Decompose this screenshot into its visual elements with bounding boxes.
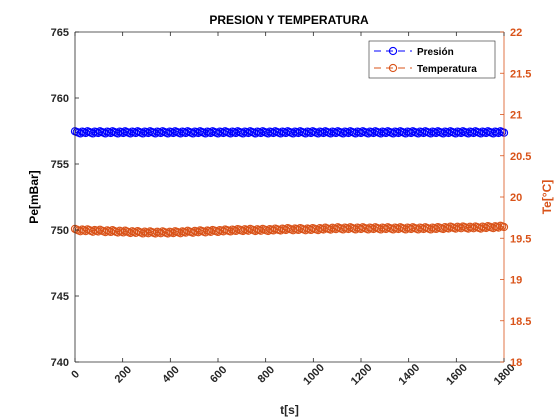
y-left-tick-label: 740 <box>51 357 69 369</box>
legend-marker-sample <box>388 46 398 56</box>
y-right-tick-label: 18.5 <box>510 316 531 328</box>
temperatura-marker <box>451 224 460 233</box>
y-axis-left-title: Pe[mBar] <box>27 170 41 223</box>
legend-box <box>368 40 496 79</box>
presion-marker <box>126 129 135 138</box>
legend: Presión Temperatura <box>368 40 496 79</box>
legend-label: Temperatura <box>417 64 477 75</box>
legend-item: Temperatura <box>374 63 477 75</box>
x-axis-title: t[s] <box>280 403 299 417</box>
presion-marker <box>163 129 173 138</box>
temperatura-marker <box>351 225 360 234</box>
presion-marker <box>338 129 348 138</box>
temperatura-marker <box>338 225 348 234</box>
presion-marker <box>326 129 335 138</box>
y-left-tick-label: 765 <box>51 27 69 39</box>
presion-marker <box>439 129 448 138</box>
temperatura-marker <box>263 226 273 236</box>
temperatura-marker <box>439 224 448 234</box>
temperatura-marker <box>188 228 198 237</box>
presion-marker <box>226 129 235 138</box>
temperatura-marker <box>326 225 335 234</box>
temperatura-marker <box>201 228 210 237</box>
plot-area <box>70 127 509 238</box>
temperatura-marker <box>276 226 285 235</box>
temperatura-marker <box>213 227 223 237</box>
y-axis-right-title: Te[°C] <box>540 180 554 215</box>
y-left-tick-label: 750 <box>51 225 69 237</box>
y-left-tick-label: 760 <box>51 93 69 105</box>
presion-marker <box>113 129 123 138</box>
temperatura-marker <box>151 229 160 238</box>
presion-marker <box>138 129 148 138</box>
series-temperatura <box>70 221 509 238</box>
y-right-tick-label: 18 <box>510 357 522 369</box>
legend-marker-sample <box>388 63 398 73</box>
temperatura-marker <box>476 224 485 233</box>
presion-marker <box>451 129 460 138</box>
y-right-tick-label: 22 <box>510 27 522 39</box>
temperatura-marker <box>489 223 498 233</box>
y-right-tick-label: 20.5 <box>510 151 531 163</box>
temperatura-marker <box>163 229 173 238</box>
y-right-tick-label: 20 <box>510 192 522 204</box>
temperatura-marker <box>238 226 248 236</box>
chart-title: PRESION Y TEMPERATURA <box>209 13 369 27</box>
temperatura-marker <box>426 225 435 234</box>
presion-marker <box>251 129 260 138</box>
temperatura-marker <box>226 227 235 236</box>
y-right-tick-label: 21.5 <box>510 68 531 80</box>
presion-marker <box>151 129 160 138</box>
legend-label: Presión <box>417 47 454 58</box>
temperatura-marker <box>313 225 323 235</box>
presion-marker <box>426 129 435 138</box>
legend-item: Presión <box>374 46 454 58</box>
temperatura-marker <box>494 223 503 232</box>
presion-marker <box>351 129 360 138</box>
y-right-tick-label: 19 <box>510 275 522 287</box>
presion-marker <box>238 129 248 138</box>
series-presion <box>70 127 509 138</box>
y-right-tick-label: 19.5 <box>510 233 531 245</box>
y-left-tick-label: 755 <box>51 159 69 171</box>
presion-marker <box>494 128 503 138</box>
temperatura-marker <box>176 229 185 238</box>
temperatura-marker <box>251 226 260 236</box>
y-left-tick-label: 745 <box>51 291 69 303</box>
presion-marker <box>313 129 323 138</box>
y-right-tick-label: 21 <box>510 110 522 122</box>
